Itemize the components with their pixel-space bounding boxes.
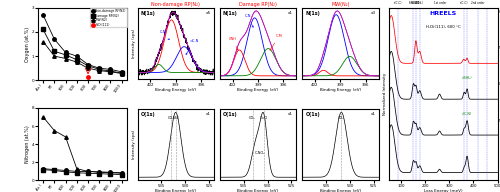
Text: CO₂: CO₂ — [168, 116, 174, 120]
X-axis label: Binding Energy (eV): Binding Energy (eV) — [155, 88, 196, 92]
Damage RF(N2) — [52, 50, 58, 52]
Non-damage RF(N2) — [96, 67, 102, 69]
Text: N(1s): N(1s) — [140, 11, 156, 16]
Text: x1: x1 — [288, 112, 293, 116]
Line: Non-damage RF(N2): Non-damage RF(N2) — [42, 13, 123, 74]
Text: MW(N₂): MW(N₂) — [498, 119, 500, 123]
Text: ν(CH₂): ν(CH₂) — [416, 1, 424, 5]
Text: ν(C-C): ν(C-C) — [394, 1, 402, 5]
MW(N2) — [108, 71, 114, 73]
Text: C-NO₂: C-NO₂ — [254, 151, 265, 155]
Y-axis label: Intensity (cps): Intensity (cps) — [132, 29, 136, 58]
Damage RF(N2) — [108, 70, 114, 72]
Text: H-(111): H-(111) — [498, 10, 500, 14]
Non-damage RF(N2) — [108, 68, 114, 70]
Y-axis label: Oxygen (at.%): Oxygen (at.%) — [25, 26, 30, 62]
Text: x1: x1 — [206, 112, 211, 116]
Text: ν(C-N): ν(C-N) — [462, 112, 472, 116]
Y-axis label: Intensity (cps): Intensity (cps) — [132, 130, 136, 160]
Text: =C-N: =C-N — [186, 39, 199, 55]
Text: 2nd order: 2nd order — [472, 1, 485, 5]
X-axis label: Binding Energy (eV): Binding Energy (eV) — [155, 189, 196, 192]
Line: Damage RF(N2): Damage RF(N2) — [42, 28, 123, 75]
Non-damage RF(N2) — [74, 55, 80, 57]
Text: Damage RF(N₂): Damage RF(N₂) — [498, 82, 500, 86]
MW(N2) — [118, 72, 124, 75]
Text: C-M: C-M — [270, 34, 282, 50]
Non-damage RF(N2) — [85, 63, 91, 66]
Text: CO₂: CO₂ — [338, 116, 344, 120]
Text: CNH: CNH — [229, 37, 238, 50]
Text: x5: x5 — [206, 11, 211, 15]
Line: H-Di(111): H-Di(111) — [86, 76, 90, 79]
Non-damage RF(N2) — [118, 71, 124, 73]
Y-axis label: Normalized Intensity: Normalized Intensity — [384, 73, 388, 115]
X-axis label: Binding Energy (eV): Binding Energy (eV) — [238, 88, 279, 92]
Text: ν(C-C): ν(C-C) — [460, 1, 468, 5]
Damage RF(N2) — [85, 65, 91, 67]
Text: H-Di(111), 600 °C: H-Di(111), 600 °C — [426, 25, 460, 29]
Text: C-N: C-N — [160, 30, 170, 40]
Text: x1: x1 — [370, 112, 376, 116]
Text: CO₂: CO₂ — [248, 116, 255, 120]
Non-damage RF(N2) — [52, 38, 58, 40]
Text: N(1s): N(1s) — [223, 11, 238, 16]
Text: H-(111): H-(111) — [411, 1, 422, 5]
Damage RF(N2) — [40, 28, 46, 31]
Text: O(1s): O(1s) — [306, 112, 320, 117]
Text: C-N: C-N — [244, 14, 253, 27]
X-axis label: Binding Energy (eV): Binding Energy (eV) — [320, 189, 361, 192]
Text: ν(NH₂): ν(NH₂) — [462, 76, 472, 80]
Damage RF(N2) — [62, 54, 68, 56]
Text: x3: x3 — [370, 11, 376, 15]
Title: Damage RP(N₂): Damage RP(N₂) — [239, 2, 277, 7]
MW(N2) — [52, 55, 58, 57]
Text: x1: x1 — [288, 11, 293, 15]
Damage RF(N2) — [74, 59, 80, 61]
X-axis label: Binding Energy (eV): Binding Energy (eV) — [320, 88, 361, 92]
Title: MW(N₂): MW(N₂) — [331, 2, 349, 7]
Non-damage RF(N2) — [62, 51, 68, 54]
Title: Non-damage RP(N₂): Non-damage RP(N₂) — [151, 2, 200, 7]
Legend: Non-damage RF(N2), Damage RF(N2), MW(N2), H-Di(111): Non-damage RF(N2), Damage RF(N2), MW(N2)… — [90, 8, 126, 27]
Line: MW(N2): MW(N2) — [42, 40, 123, 75]
Text: δ N-CH: δ N-CH — [409, 1, 418, 5]
MW(N2) — [96, 70, 102, 72]
Text: C=O: C=O — [260, 116, 268, 120]
MW(N2) — [85, 67, 91, 69]
MW(N2) — [40, 40, 46, 43]
Text: 1st order: 1st order — [434, 1, 447, 5]
X-axis label: Binding Energy (eV): Binding Energy (eV) — [238, 189, 279, 192]
MW(N2) — [62, 57, 68, 60]
Text: O(1s): O(1s) — [140, 112, 155, 117]
Y-axis label: Nitrogen (at.%): Nitrogen (at.%) — [25, 125, 30, 163]
H-Di(111) — [85, 76, 91, 79]
Text: Non damage RF(N₂): Non damage RF(N₂) — [498, 46, 500, 50]
MW(N2) — [74, 61, 80, 63]
Text: HREELS: HREELS — [430, 11, 457, 16]
Text: N(1s): N(1s) — [306, 11, 320, 16]
Non-damage RF(N2) — [40, 14, 46, 16]
Text: 532: 532 — [172, 116, 179, 120]
Damage RF(N2) — [96, 68, 102, 70]
X-axis label: Loss Energy (meV): Loss Energy (meV) — [424, 189, 463, 192]
Text: O(1s): O(1s) — [223, 112, 238, 117]
Damage RF(N2) — [118, 72, 124, 74]
